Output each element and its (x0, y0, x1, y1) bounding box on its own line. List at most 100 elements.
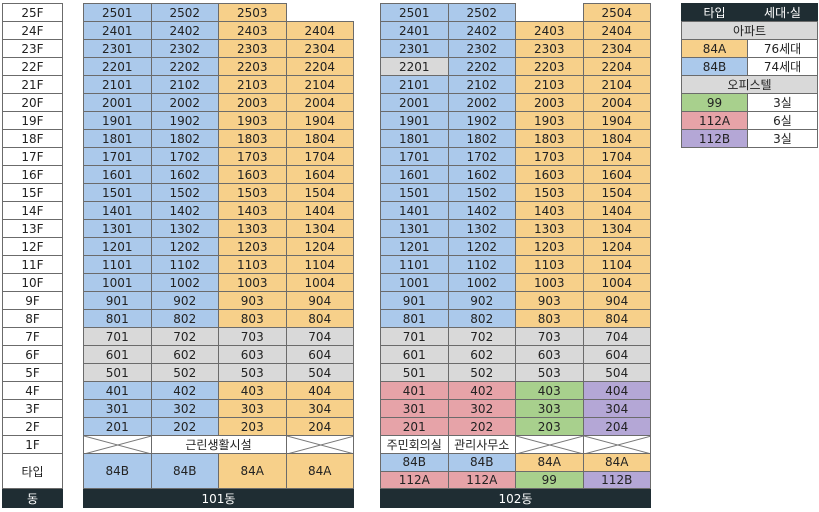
legend-header: 세대·실 (747, 3, 818, 22)
unit-cell: 901 (83, 291, 152, 310)
unit-cell: 703 (515, 327, 584, 346)
floor-label: 18F (2, 129, 63, 148)
unit-cell: 404 (582, 381, 651, 400)
unit-cell: 2201 (380, 57, 449, 76)
unit-cell: 2101 (380, 75, 449, 94)
unit-cell: 2401 (83, 21, 152, 40)
unit-cell: 601 (380, 345, 449, 364)
unit-cell: 1203 (218, 237, 287, 256)
unit-cell: 401 (380, 381, 449, 400)
unit-cell: 1902 (150, 111, 219, 130)
unit-cell: 202 (447, 417, 516, 436)
unit-cell: 1504 (582, 183, 651, 202)
unit-cell: 1602 (150, 165, 219, 184)
unit-cell: 2202 (150, 57, 219, 76)
legend-header: 타입 (681, 3, 748, 22)
type-cell: 112A (380, 470, 449, 489)
legend-group: 오피스텔 (681, 75, 818, 94)
floor-label: 4F (2, 381, 63, 400)
legend-type: 84A (681, 39, 748, 58)
unit-cell: 2304 (582, 39, 651, 58)
unit-cell: 2402 (150, 21, 219, 40)
unit-cell: 301 (380, 399, 449, 418)
unit-cell: 701 (380, 327, 449, 346)
unit-cell: 501 (380, 363, 449, 382)
unit-cell: 2102 (150, 75, 219, 94)
legend-count: 76세대 (747, 39, 818, 58)
unit-cell: 2001 (83, 93, 152, 112)
unit-cell: 1403 (218, 201, 287, 220)
unit-cell: 1401 (83, 201, 152, 220)
unit-cell: 504 (285, 363, 354, 382)
type-cell: 84B (83, 453, 152, 489)
unit-cell: 302 (447, 399, 516, 418)
unit-cell: 1802 (150, 129, 219, 148)
unit-cell: 1604 (582, 165, 651, 184)
unit-cell: 1003 (218, 273, 287, 292)
floor-label: 22F (2, 57, 63, 76)
type-cell: 84A (285, 453, 354, 489)
unit-cell: 2403 (515, 21, 584, 40)
floor-label: 16F (2, 165, 63, 184)
unit-cell: 902 (150, 291, 219, 310)
unit-cell: 2004 (285, 93, 354, 112)
unit-cell: 1801 (380, 129, 449, 148)
unit-cell: 1501 (380, 183, 449, 202)
unit-cell: 204 (285, 417, 354, 436)
unit-cell: 1603 (515, 165, 584, 184)
unit-cell: 1501 (83, 183, 152, 202)
type-cell: 84B (380, 453, 449, 472)
unit-cell: 1601 (380, 165, 449, 184)
unit-cell: 1803 (218, 129, 287, 148)
unit-cell: 1503 (218, 183, 287, 202)
unit-cell: 202 (150, 417, 219, 436)
unit-cell: 2202 (447, 57, 516, 76)
unit-cell: 2103 (218, 75, 287, 94)
floor-label: 2F (2, 417, 63, 436)
unit-cell: 1204 (285, 237, 354, 256)
unit-cell: 801 (83, 309, 152, 328)
unit-cell: 2002 (447, 93, 516, 112)
unit-cell: 2301 (380, 39, 449, 58)
unit-cell: 603 (515, 345, 584, 364)
unit-cell: 802 (150, 309, 219, 328)
unit-cell: 804 (285, 309, 354, 328)
unit-cell: 801 (380, 309, 449, 328)
unit-cell: 403 (515, 381, 584, 400)
unit-cell: 2102 (447, 75, 516, 94)
unit-cell: 1603 (218, 165, 287, 184)
floor-label: 13F (2, 219, 63, 238)
unit-cell: 702 (150, 327, 219, 346)
unit-cell: 2302 (150, 39, 219, 58)
floor-label: 3F (2, 399, 63, 418)
unit-cell: 1102 (150, 255, 219, 274)
unit-cell: 2301 (83, 39, 152, 58)
unit-cell: 1101 (83, 255, 152, 274)
unit-cell: 1504 (285, 183, 354, 202)
unit-cell: 303 (218, 399, 287, 418)
type-cell: 84B (150, 453, 219, 489)
unit-cell: 1201 (83, 237, 152, 256)
cross (84, 435, 151, 454)
floor-label: 10F (2, 273, 63, 292)
unit-cell: 1402 (150, 201, 219, 220)
unit-cell: 903 (515, 291, 584, 310)
unit-cell: 1003 (515, 273, 584, 292)
empty-cell (285, 435, 354, 454)
unit-cell: 1301 (380, 219, 449, 238)
unit-cell: 1704 (582, 147, 651, 166)
unit-cell: 1002 (447, 273, 516, 292)
unit-cell: 203 (515, 417, 584, 436)
legend-count: 6실 (747, 111, 818, 130)
unit-cell: 704 (582, 327, 651, 346)
unit-cell: 201 (83, 417, 152, 436)
unit-cell: 1202 (447, 237, 516, 256)
unit-cell: 2303 (218, 39, 287, 58)
floor-label: 19F (2, 111, 63, 130)
unit-cell: 1801 (83, 129, 152, 148)
unit-cell: 1702 (447, 147, 516, 166)
unit-cell: 402 (150, 381, 219, 400)
legend-type: 84B (681, 57, 748, 76)
type-label: 타입 (2, 453, 63, 489)
